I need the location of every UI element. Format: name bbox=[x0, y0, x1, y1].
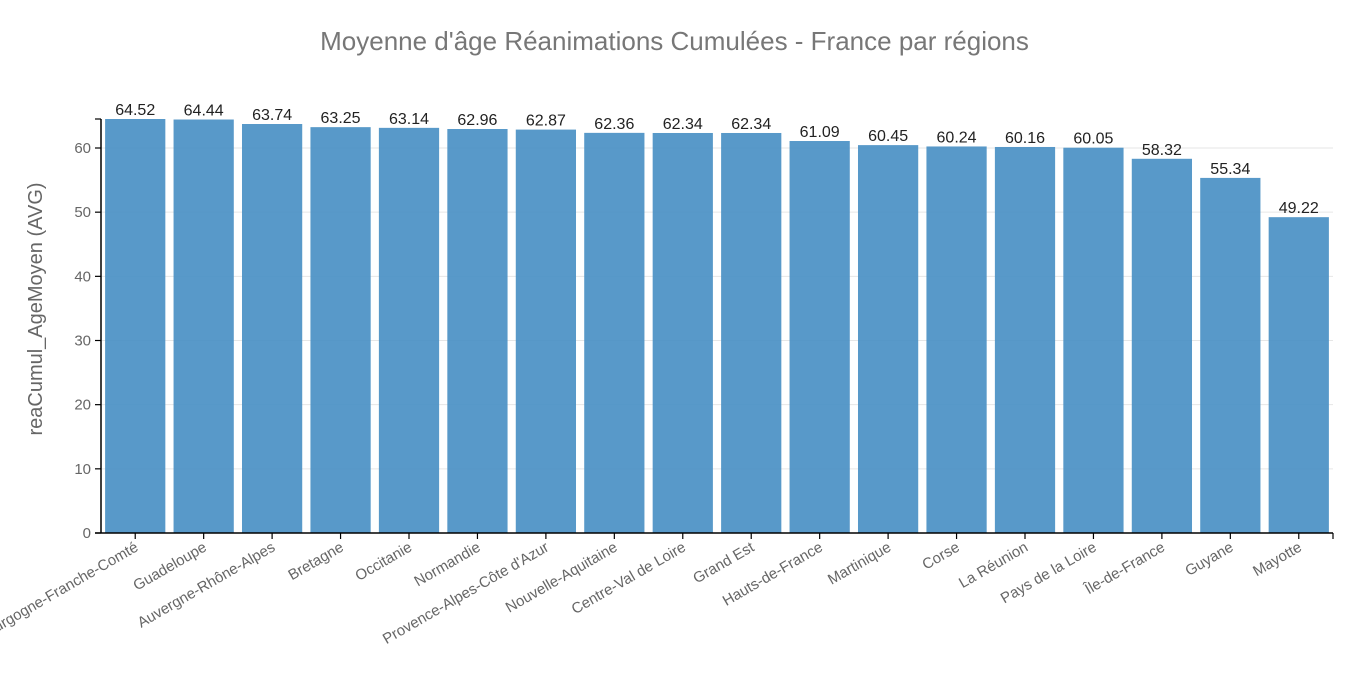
bar[interactable] bbox=[1200, 177, 1261, 533]
x-tick-label: Mayotte bbox=[1250, 539, 1305, 580]
bar[interactable] bbox=[241, 124, 303, 534]
bar[interactable] bbox=[857, 145, 919, 534]
bar-value-label: 64.52 bbox=[115, 102, 155, 119]
x-tick-label: Guyane bbox=[1182, 539, 1236, 580]
y-tick-label: 20 bbox=[74, 397, 91, 414]
bar-value-label: 60.24 bbox=[937, 129, 977, 146]
y-tick-label: 40 bbox=[74, 268, 91, 285]
bar-value-label: 58.32 bbox=[1142, 142, 1182, 159]
bar-value-label: 63.14 bbox=[389, 111, 429, 128]
x-tick-label: Bretagne bbox=[285, 539, 346, 584]
x-tick-label: Bourgogne-Franche-Comté bbox=[0, 539, 141, 645]
bar-value-label: 60.16 bbox=[1005, 130, 1045, 147]
y-tick-label: 30 bbox=[74, 333, 91, 350]
y-tick-label: 60 bbox=[74, 140, 91, 157]
bar-value-label: 62.36 bbox=[594, 116, 634, 133]
x-tick-label: Centre-Val de Loire bbox=[569, 539, 689, 618]
bar[interactable] bbox=[515, 129, 577, 534]
grid-layer bbox=[101, 147, 1333, 470]
x-tick-label: Corse bbox=[919, 539, 962, 574]
x-tick-label: Nouvelle-Aquitaine bbox=[503, 539, 621, 617]
bar-value-label: 49.22 bbox=[1279, 200, 1319, 217]
bar[interactable] bbox=[173, 119, 234, 533]
bar-value-label: 61.09 bbox=[800, 124, 840, 141]
bar[interactable] bbox=[1268, 217, 1329, 534]
y-axis-title: reaCumul_AgeMoyen (AVG) bbox=[25, 182, 47, 435]
bar[interactable] bbox=[584, 132, 645, 533]
bar-value-label: 63.25 bbox=[321, 110, 361, 127]
bar-value-label: 60.05 bbox=[1073, 131, 1113, 148]
bar-value-label: 62.34 bbox=[663, 116, 703, 133]
bar[interactable] bbox=[378, 127, 440, 534]
bar[interactable] bbox=[926, 146, 987, 533]
chart-title: Moyenne d'âge Réanimations Cumulées - Fr… bbox=[320, 26, 1029, 56]
x-tick-label: Occitanie bbox=[352, 539, 415, 585]
bar[interactable] bbox=[789, 141, 850, 534]
bar-value-label: 62.96 bbox=[457, 112, 497, 129]
bar-value-label: 62.87 bbox=[526, 113, 566, 130]
bar[interactable] bbox=[994, 146, 1056, 533]
bar-value-label: 60.45 bbox=[868, 128, 908, 145]
y-tick-label: 50 bbox=[74, 204, 91, 221]
bar[interactable] bbox=[447, 129, 508, 533]
bars-layer bbox=[105, 119, 1329, 534]
y-tick-label: 0 bbox=[83, 525, 91, 542]
bar[interactable] bbox=[1131, 158, 1193, 533]
bar-value-label: 64.44 bbox=[184, 103, 224, 120]
bar[interactable] bbox=[652, 132, 713, 533]
bar[interactable] bbox=[105, 119, 166, 533]
y-tick-label: 10 bbox=[74, 461, 91, 478]
bar[interactable] bbox=[721, 132, 782, 533]
bar[interactable] bbox=[1063, 147, 1124, 534]
bar-value-label: 63.74 bbox=[252, 107, 292, 124]
bar[interactable] bbox=[310, 127, 371, 533]
bar-value-label: 55.34 bbox=[1210, 161, 1250, 178]
x-tick-label: Martinique bbox=[825, 539, 894, 589]
labels-layer: 64.52 64.44 63.74 63.25 63.14 62.96 62.87 62.36… bbox=[115, 102, 1319, 217]
bar-value-label: 62.34 bbox=[731, 116, 771, 133]
